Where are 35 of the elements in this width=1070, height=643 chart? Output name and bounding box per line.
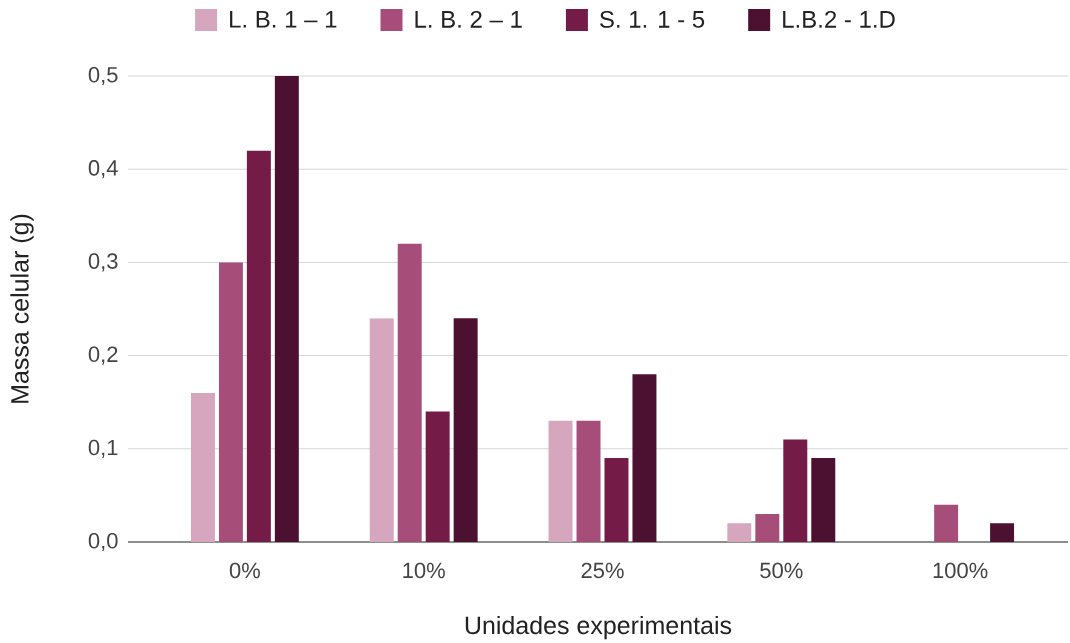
bar [783,439,808,542]
legend-label: L. B. 1 – 1 [230,10,337,28]
bar [727,523,752,542]
bar [246,150,271,542]
x-tick-label: 100% [933,562,988,579]
bar [369,318,394,542]
bar [397,243,422,542]
x-axis-title: Unidades experimentais [465,615,732,640]
bar [934,504,959,542]
bar [990,523,1015,542]
legend-label: S. 1. 1 - 5 [599,10,705,28]
legend-label: L. B. 2 – 1 [415,10,522,28]
y-tick-label: 0,4 [88,160,118,179]
bar [604,458,629,542]
x-tick-label: 0% [229,562,260,579]
y-axis-title: Massa celular (g) [10,214,34,403]
bar [811,458,836,542]
bar [548,420,573,542]
y-tick-label: 0,5 [88,66,118,86]
x-tick-label: 25% [581,562,624,579]
y-tick-label: 0,3 [88,253,118,272]
bar [453,318,478,542]
bar [755,514,780,542]
y-tick-label: 0,2 [88,346,118,365]
x-tick-label: 10% [403,562,445,579]
y-tick-label: 0,0 [88,532,118,552]
bar [632,374,657,542]
legend-label: L.B.2 - 1.D [783,10,895,28]
bar [576,420,601,542]
x-tick-label: 50% [760,562,803,579]
bar [274,76,299,542]
bar [425,411,450,542]
bar [190,392,215,542]
bar [218,262,243,542]
y-tick-label: 0,1 [88,439,118,458]
